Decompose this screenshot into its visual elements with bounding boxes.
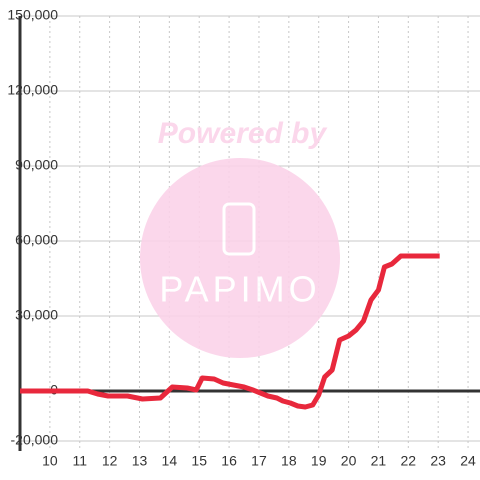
x-tick-label: 20 — [341, 453, 357, 469]
y-tick-label: 90,000 — [15, 157, 58, 173]
y-tick-label: 60,000 — [15, 232, 58, 248]
data-line — [20, 253, 440, 410]
watermark-logo: PAPIMO — [159, 269, 320, 310]
x-tick-label: 11 — [72, 453, 87, 469]
y-tick-label: -20,000 — [11, 432, 59, 448]
x-tick-label: 22 — [401, 453, 417, 469]
y-tick-label: 30,000 — [15, 307, 58, 323]
x-tick-label: 16 — [221, 453, 237, 469]
x-tick-label: 21 — [371, 453, 387, 469]
plot: -20,000030,00060,00090,000120,000150,000… — [7, 7, 480, 469]
x-tick-label: 19 — [311, 453, 327, 469]
x-tick-label: 17 — [251, 453, 267, 469]
y-tick-label: 120,000 — [7, 82, 58, 98]
watermark-text: Powered by — [158, 117, 328, 150]
watermark-circle — [140, 158, 340, 358]
x-tick-label: 24 — [460, 453, 476, 469]
watermark-icon — [222, 202, 256, 256]
x-tick-label: 14 — [162, 453, 178, 469]
x-tick-label: 18 — [281, 453, 297, 469]
x-tick-label: 13 — [132, 453, 148, 469]
watermark: Powered by PAPIMO — [140, 117, 340, 358]
x-tick-label: 10 — [42, 453, 58, 469]
x-tick-label: 15 — [191, 453, 207, 469]
x-tick-label: 23 — [430, 453, 446, 469]
y-tick-label: 150,000 — [7, 7, 58, 23]
x-tick-label: 12 — [102, 453, 118, 469]
